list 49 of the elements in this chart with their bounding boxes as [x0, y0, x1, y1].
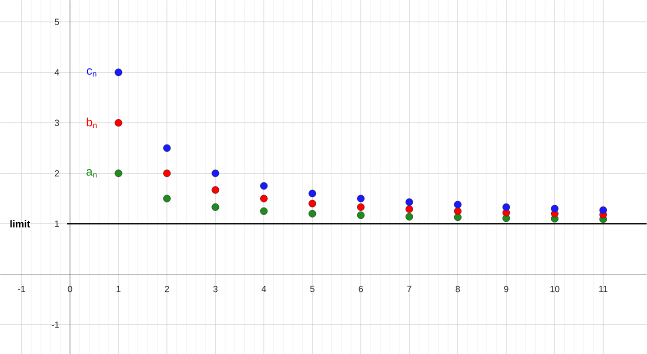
- x-tick-label: 10: [550, 286, 560, 292]
- x-tick-label: 6: [358, 286, 363, 292]
- point: [308, 190, 316, 198]
- series-label: b$_{n}$: [86, 118, 97, 128]
- x-tick-label: 5: [310, 286, 314, 292]
- ref-line-label: limit: [10, 220, 30, 228]
- y-tick-label: 3: [54, 120, 59, 126]
- point: [454, 207, 462, 215]
- y-tick-label: 5: [54, 18, 60, 25]
- point: [114, 68, 122, 76]
- point: [550, 204, 558, 212]
- point: [114, 169, 122, 178]
- point: [260, 182, 268, 190]
- x-tick-label: 2: [164, 286, 169, 292]
- x-tick-label: 3: [213, 286, 218, 292]
- x-tick-label: 4: [262, 286, 266, 292]
- point: [357, 194, 365, 202]
- y-tick-label: 4: [54, 69, 60, 76]
- point: [212, 203, 220, 211]
- x-tick-label: 1: [116, 286, 121, 292]
- x-tick-label: 9: [504, 286, 508, 292]
- point: [599, 206, 607, 214]
- point: [454, 200, 462, 208]
- x-tick-label: 7: [407, 286, 412, 292]
- point: [212, 169, 220, 178]
- point: [308, 200, 316, 208]
- series-label: a$_{n}$: [86, 169, 97, 178]
- x-tick-label: -1: [18, 286, 26, 292]
- series-label: c$_{n}$: [86, 68, 96, 76]
- point: [260, 194, 268, 202]
- y-tick-label: -1: [52, 322, 59, 328]
- y-tick-label: 2: [54, 170, 59, 176]
- point: [114, 118, 122, 127]
- point: [308, 210, 316, 218]
- point: [357, 203, 365, 211]
- point: [502, 203, 510, 211]
- x-tick-label: 0: [68, 286, 72, 292]
- point: [212, 186, 220, 194]
- y-tick-label: 1: [55, 220, 59, 227]
- point: [260, 207, 268, 215]
- x-tick-label: 8: [456, 286, 460, 292]
- point: [163, 169, 171, 178]
- point: [406, 198, 414, 206]
- point: [163, 144, 171, 152]
- point: [357, 211, 365, 219]
- point: [406, 212, 414, 220]
- point: [163, 194, 171, 202]
- point: [406, 205, 414, 213]
- x-tick-label: 11: [599, 286, 608, 292]
